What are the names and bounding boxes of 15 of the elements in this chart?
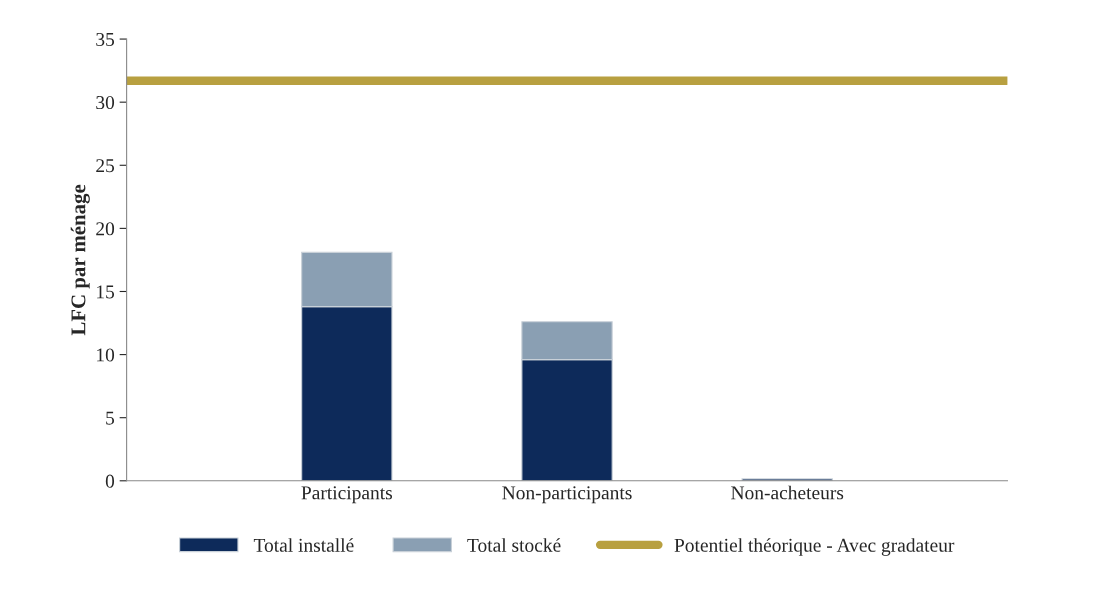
legend-label: Total installé: [253, 538, 354, 552]
x-tick-label: Non-participants: [502, 486, 632, 504]
y-tick-label: 15: [97, 285, 115, 299]
legend-label: Potentiel théorique - Avec gradateur: [674, 538, 955, 556]
y-tick-label: 35: [96, 32, 115, 46]
x-tick-label: Non-acheteurs: [731, 485, 844, 500]
y-axis-title: LFC par ménage: [70, 184, 90, 336]
y-tick-label: 5: [106, 411, 115, 425]
y-tick-label: 30: [96, 95, 115, 110]
y-tick-label: 10: [97, 348, 115, 362]
legend-label: Total stocké: [467, 538, 561, 552]
y-tick-label: 20: [96, 222, 115, 236]
y-tick-label: 25: [96, 159, 115, 173]
x-tick-label: Participants: [301, 486, 393, 504]
y-tick-label: 0: [105, 474, 115, 488]
